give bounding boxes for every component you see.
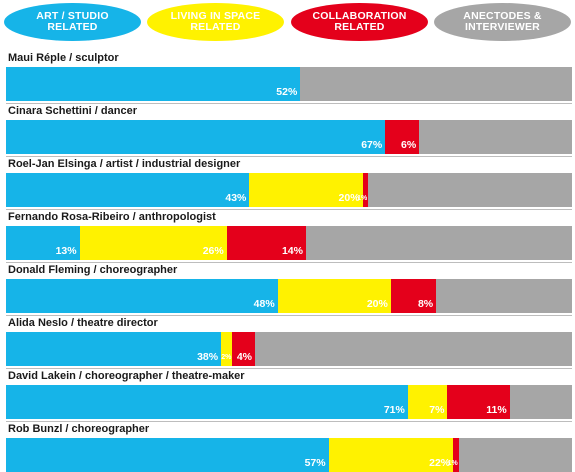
bar-segment-art-studio: 52% (6, 67, 301, 101)
data-label-living-in-space: 7% (429, 404, 445, 416)
bar-segment-art-studio: 38% (6, 332, 222, 366)
data-label-living-in-space: 2% (221, 354, 232, 361)
bar-segment-living-in-space: 22% (328, 438, 454, 472)
data-label-collaboration: 4% (236, 351, 253, 363)
bar-anecdotes-interviewer: 38% 2% 4% (6, 332, 572, 366)
data-label-art-studio: 57% (304, 457, 326, 469)
bar-segment-collaboration: 1% (448, 438, 459, 472)
bar-segment-collaboration: 8% (390, 279, 437, 313)
row-label: Cinara Schettini / dancer (8, 105, 137, 117)
row-label: Alida Neslo / theatre director (8, 317, 158, 329)
bar-segment-collaboration: 4% (232, 332, 256, 366)
data-label-art-studio: 52% (276, 86, 298, 98)
bar-anecdotes-interviewer: 71% 7% 11% (6, 385, 572, 419)
bar-segment-living-in-space: 20% (249, 173, 363, 207)
row-divider (6, 103, 572, 104)
data-label-living-in-space: 20% (366, 298, 388, 310)
data-label-collaboration: 8% (417, 298, 434, 310)
data-label-collaboration: 11% (486, 404, 507, 416)
data-label-collaboration: 1% (447, 460, 458, 467)
legend-item-art-studio: ART / STUDIO RELATED (4, 3, 141, 41)
bar-anecdotes-interviewer: 52% (6, 67, 572, 101)
row-divider (6, 262, 572, 263)
row-label: Roel-Jan Elsinga / artist / industrial d… (8, 158, 241, 170)
legend-item-anecdotes-interviewer: ANECTODES & INTERVIEWER (434, 3, 571, 41)
row-divider (6, 368, 572, 369)
bar-segment-art-studio: 57% (6, 438, 329, 472)
bar-segment-living-in-space: 20% (277, 279, 391, 313)
bar-anecdotes-interviewer: 13% 26% 14% (6, 226, 572, 260)
data-label-art-studio: 43% (225, 192, 247, 204)
bar-segment-collaboration: 11% (447, 385, 510, 419)
legend-item-collaboration: COLLABORATION RELATED (291, 3, 428, 41)
bar-segment-living-in-space: 2% (221, 332, 233, 366)
bar-segment-living-in-space: 26% (79, 226, 227, 260)
bar-anecdotes-interviewer: 48% 20% 8% (6, 279, 572, 313)
data-label-art-studio: 48% (253, 298, 275, 310)
bar-anecdotes-interviewer: 67% 6% (6, 120, 572, 154)
data-label-living-in-space: 26% (202, 245, 224, 257)
bar-segment-art-studio: 13% (6, 226, 80, 260)
bar-segment-art-studio: 67% (6, 120, 386, 154)
data-label-living-in-space: 20% (338, 192, 360, 204)
bar-segment-collaboration: 14% (226, 226, 306, 260)
row-label: Rob Bunzl / choreographer (8, 423, 150, 435)
data-label-collaboration: 6% (400, 139, 417, 151)
legend: ART / STUDIO RELATED LIVING IN SPACE REL… (0, 0, 575, 44)
bar-segment-collaboration: 1% (357, 173, 369, 207)
data-label-art-studio: 13% (55, 245, 77, 257)
row-label: Fernando Rosa-Ribeiro / anthropologist (8, 211, 216, 223)
bar-segment-collaboration: 6% (385, 120, 420, 154)
row-divider (6, 315, 572, 316)
data-label-collaboration: 14% (281, 245, 303, 257)
row-divider (6, 421, 572, 422)
legend-item-living-in-space: LIVING IN SPACE RELATED (147, 3, 284, 41)
data-label-art-studio: 67% (361, 139, 383, 151)
row-label: Maui Réple / sculptor (8, 52, 119, 64)
bar-anecdotes-interviewer: 43% 20% 1% (6, 173, 572, 207)
bar-segment-art-studio: 43% (6, 173, 250, 207)
bar-anecdotes-interviewer: 57% 22% 1% (6, 438, 572, 472)
row-divider (6, 156, 572, 157)
data-label-collaboration: 1% (357, 195, 368, 202)
bar-segment-living-in-space: 7% (407, 385, 448, 419)
data-label-living-in-space: 22% (429, 457, 451, 469)
row-label: David Lakein / choreographer / theatre-m… (8, 370, 245, 382)
bar-segment-art-studio: 48% (6, 279, 278, 313)
data-label-art-studio: 38% (197, 351, 219, 363)
bar-segment-art-studio: 71% (6, 385, 408, 419)
row-divider (6, 209, 572, 210)
row-label: Donald Fleming / choreographer (8, 264, 178, 276)
data-label-art-studio: 71% (383, 404, 405, 416)
